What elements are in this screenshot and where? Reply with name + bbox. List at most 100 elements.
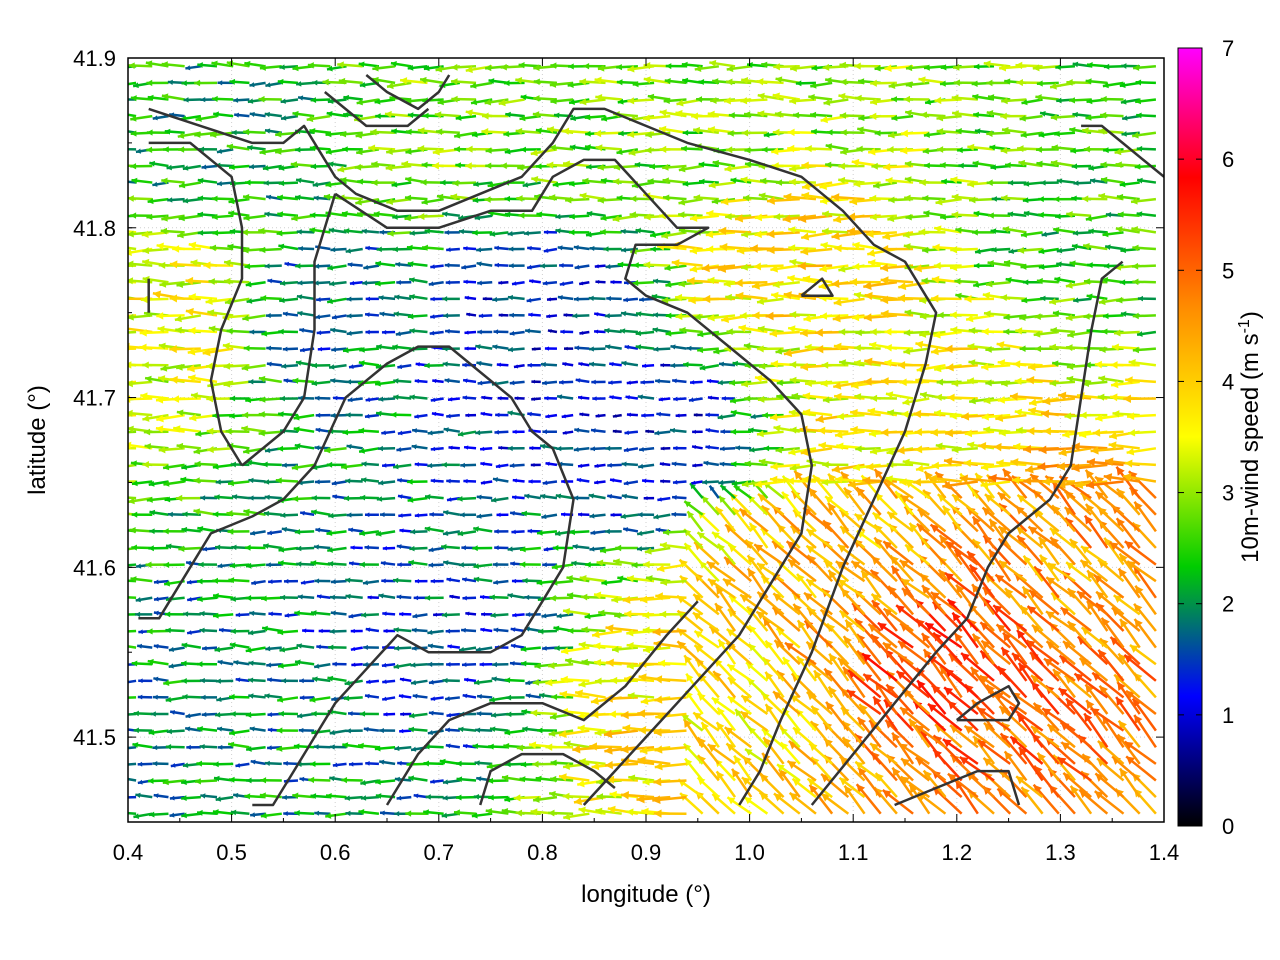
wind-arrow: [576, 477, 590, 483]
wind-arrow: [577, 463, 590, 468]
wind-arrow: [733, 754, 753, 782]
wind-arrow: [475, 727, 493, 733]
wind-arrow: [786, 759, 817, 782]
wind-arrow: [530, 462, 541, 467]
wind-arrow: [714, 602, 737, 632]
wind-arrow: [480, 627, 493, 633]
wind-arrow: [521, 510, 541, 517]
wind-arrow: [855, 783, 882, 815]
wind-arrow: [757, 395, 784, 403]
wind-arrow: [971, 633, 996, 665]
wind-arrow: [1084, 683, 1109, 715]
wind-arrow: [1042, 396, 1076, 406]
wind-arrow: [620, 791, 655, 800]
wind-arrow: [472, 229, 493, 236]
x-axis-title: longitude (°): [581, 881, 711, 908]
wind-arrow: [405, 810, 428, 817]
wind-arrow: [791, 392, 817, 400]
wind-arrow: [316, 330, 331, 336]
wind-arrow: [212, 463, 234, 470]
wind-arrow: [376, 246, 396, 253]
wind-arrow: [607, 462, 622, 468]
wind-arrow: [329, 744, 347, 750]
wind-arrow: [637, 394, 655, 400]
wind-arrow: [607, 494, 622, 500]
wind-arrow: [559, 263, 574, 268]
wind-arrow: [855, 445, 881, 453]
wind-arrow: [430, 478, 444, 484]
wind-arrow: [167, 511, 185, 518]
wind-arrow: [417, 212, 444, 220]
wind-arrow: [981, 413, 1011, 421]
wind-arrow: [435, 128, 460, 136]
wind-arrow: [1116, 681, 1141, 715]
wind-arrow: [462, 395, 477, 401]
wind-arrow: [148, 729, 169, 736]
wind-arrow: [265, 312, 282, 319]
wind-arrow: [541, 513, 558, 520]
wind-arrow: [382, 679, 396, 684]
wind-arrow: [998, 559, 1028, 583]
wind-arrow: [490, 496, 509, 503]
wind-arrow: [636, 794, 671, 804]
wind-arrow: [357, 742, 380, 749]
wind-arrow: [182, 511, 201, 518]
wind-arrow: [315, 412, 331, 418]
wind-arrow: [128, 563, 137, 567]
wind-arrow: [298, 395, 315, 401]
wind-arrow: [315, 314, 331, 320]
wind-arrow: [183, 97, 201, 103]
wind-arrow: [476, 513, 493, 519]
wind-arrow: [719, 484, 736, 500]
wind-arrow: [347, 397, 363, 403]
wind-arrow: [393, 378, 412, 384]
wind-arrow: [1080, 545, 1109, 566]
wind-arrow: [572, 543, 590, 550]
wind-arrow: [207, 446, 234, 454]
wind-arrow: [573, 296, 590, 302]
wind-arrow: [512, 429, 525, 435]
wind-arrow: [310, 560, 331, 566]
wind-arrow: [292, 377, 315, 384]
colorbar-tick-label: 2: [1222, 592, 1234, 617]
wind-arrow: [265, 646, 282, 652]
wind-arrow: [330, 378, 347, 384]
wind-arrow: [327, 161, 347, 168]
wind-arrow: [488, 794, 509, 801]
wind-arrow: [241, 425, 266, 433]
wind-arrow: [623, 297, 639, 303]
wind-arrow: [820, 379, 849, 388]
wind-arrow: [316, 594, 331, 600]
wind-arrow: [298, 727, 315, 733]
wind-arrow: [214, 646, 234, 653]
wind-arrow: [707, 743, 736, 765]
wind-arrow: [152, 761, 169, 767]
wind-arrow: [531, 379, 541, 384]
wind-arrow: [296, 545, 315, 552]
wind-arrow: [135, 596, 153, 603]
wind-arrow: [580, 593, 606, 601]
wind-arrow: [299, 327, 315, 334]
wind-arrow: [457, 495, 477, 502]
wind-arrow: [588, 493, 606, 500]
wind-arrow: [409, 394, 428, 400]
wind-arrow: [128, 679, 137, 684]
wind-arrow: [659, 462, 671, 467]
wind-arrow: [165, 696, 185, 703]
wind-arrow: [588, 361, 606, 367]
wind-arrow: [603, 246, 622, 252]
wind-arrow: [444, 262, 460, 268]
wind-arrow: [542, 429, 557, 435]
wind-arrow: [476, 247, 493, 253]
wind-arrow: [343, 695, 363, 702]
wind-arrow: [128, 777, 137, 782]
wind-arrow: [826, 622, 850, 649]
wind-arrow: [721, 396, 736, 401]
wind-arrow: [578, 361, 590, 367]
wind-arrow: [360, 477, 380, 483]
wind-arrow: [543, 247, 558, 253]
wind-arrow: [551, 693, 574, 701]
wind-arrow: [276, 745, 299, 752]
wind-arrow: [913, 478, 946, 487]
wind-arrow: [129, 527, 153, 534]
